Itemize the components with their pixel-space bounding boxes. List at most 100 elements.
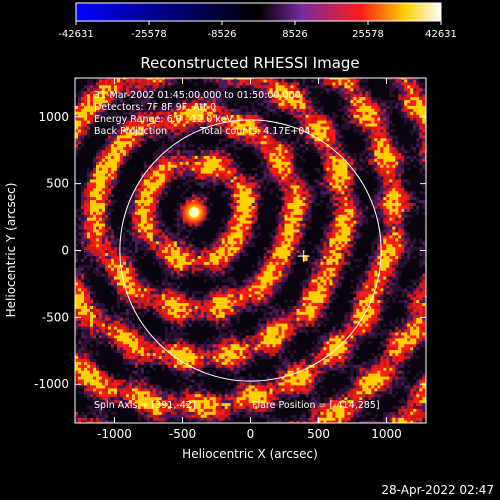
heatmap-cell — [353, 352, 357, 356]
heatmap-cell — [173, 361, 178, 365]
heatmap-cell — [401, 352, 405, 356]
heatmap-cell — [413, 411, 417, 415]
heatmap-cell — [371, 420, 375, 423]
heatmap-cell — [224, 375, 229, 380]
heatmap-cell — [278, 414, 283, 418]
heatmap-cell — [84, 373, 88, 377]
heatmap-cell — [116, 399, 121, 404]
heatmap-cell — [203, 417, 208, 421]
heatmap-cell — [113, 367, 118, 371]
heatmap-cell — [137, 364, 142, 368]
heatmap-cell — [119, 349, 124, 354]
heatmap-cell — [398, 367, 402, 371]
heatmap-cell — [341, 381, 345, 386]
heatmap-cell — [230, 364, 235, 368]
heatmap-cell — [251, 399, 256, 404]
heatmap-cell — [110, 396, 115, 401]
heatmap-cell — [125, 420, 130, 423]
heatmap-cell — [287, 411, 292, 415]
heatmap-cell — [218, 390, 223, 395]
heatmap-cell — [251, 414, 256, 418]
heatmap-cell — [146, 408, 151, 412]
heatmap-cell — [341, 355, 345, 359]
heatmap-cell — [209, 361, 214, 365]
heatmap-cell — [368, 399, 372, 404]
heatmap-cell — [302, 370, 307, 374]
heatmap-cell — [380, 393, 384, 398]
heatmap-cell — [317, 396, 321, 401]
heatmap-cell — [149, 364, 154, 368]
heatmap-cell — [131, 399, 136, 404]
heatmap-cell — [341, 384, 345, 389]
heatmap-cell — [377, 384, 381, 389]
heatmap-cell — [392, 390, 396, 395]
heatmap-cell — [170, 349, 175, 354]
heatmap-cell — [323, 367, 327, 371]
heatmap-cell — [419, 396, 423, 401]
heatmap-cell — [191, 373, 196, 377]
heatmap-cell — [290, 405, 295, 409]
heatmap-cell — [212, 420, 217, 423]
heatmap-cell — [98, 352, 103, 356]
heatmap-cell — [353, 358, 357, 362]
heatmap-cell — [344, 358, 348, 362]
heatmap-cell — [140, 355, 145, 359]
heatmap-cell — [75, 349, 79, 354]
heatmap-cell — [392, 399, 396, 404]
heatmap-cell — [410, 352, 414, 356]
heatmap-cell — [119, 417, 124, 421]
heatmap-cell — [359, 396, 363, 401]
heatmap-cell — [335, 384, 339, 389]
heatmap-cell — [90, 381, 94, 386]
heatmap-cell — [230, 417, 235, 421]
heatmap-cell — [401, 381, 405, 386]
heatmap-cell — [248, 373, 253, 377]
heatmap-cell — [275, 420, 280, 423]
heatmap-cell — [236, 420, 241, 423]
heatmap-cell — [338, 367, 342, 371]
heatmap-cell — [263, 417, 268, 421]
heatmap-cell — [125, 411, 130, 415]
heatmap-cell — [389, 396, 393, 401]
heatmap-cell — [224, 399, 229, 404]
heatmap-cell — [119, 384, 124, 389]
colorbar-ticks: -42631 -25578 -8526 8526 25578 42631 — [58, 21, 457, 40]
heatmap-cell — [260, 405, 265, 409]
heatmap-cell — [167, 373, 172, 377]
heatmap-cell — [317, 399, 321, 404]
heatmap-cell — [87, 408, 91, 412]
heatmap-cell — [161, 375, 166, 380]
heatmap-cell — [191, 390, 196, 395]
heatmap-cell — [161, 352, 166, 356]
heatmap-cell — [116, 420, 121, 423]
heatmap-cell — [113, 399, 118, 404]
heatmap-cell — [308, 393, 313, 398]
heatmap-cell — [176, 387, 181, 392]
heatmap-cell — [146, 378, 151, 383]
heatmap-cell — [302, 402, 307, 406]
heatmap-cell — [239, 405, 244, 409]
heatmap-cell — [368, 417, 372, 421]
heatmap-cell — [305, 390, 310, 395]
heatmap-cell — [194, 381, 199, 386]
heatmap-cell — [93, 358, 97, 362]
heatmap-cell — [155, 352, 160, 356]
heatmap-cell — [392, 393, 396, 398]
heatmap-cell — [242, 399, 247, 404]
heatmap-cell — [87, 384, 91, 389]
heatmap-cell — [90, 390, 94, 395]
heatmap-cell — [365, 393, 369, 398]
heatmap-cell — [380, 364, 384, 368]
heatmap-cell — [81, 358, 85, 362]
heatmap-cell — [155, 387, 160, 392]
heatmap-cell — [122, 405, 127, 409]
heatmap-cell — [143, 390, 148, 395]
heatmap-cell — [305, 352, 310, 356]
heatmap-cell — [347, 411, 351, 415]
heatmap-cell — [266, 417, 271, 421]
heatmap-cell — [311, 384, 315, 389]
heatmap-cell — [293, 355, 298, 359]
heatmap-cell — [182, 349, 187, 354]
heatmap-cell — [269, 417, 274, 421]
heatmap-cell — [239, 364, 244, 368]
